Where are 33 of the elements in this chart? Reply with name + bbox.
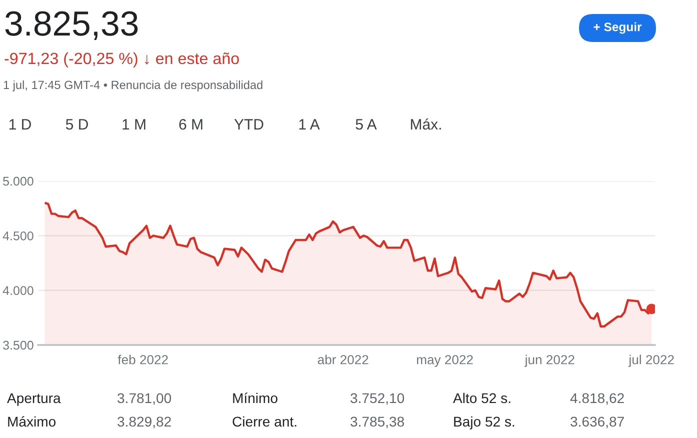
text: 3.752,10 — [350, 393, 404, 405]
text: Alto 52 s. — [453, 392, 510, 404]
x-tick-label: jun 2022 — [524, 354, 574, 367]
x-tick-label: feb 2022 — [118, 354, 168, 364]
text: Cierre ant. — [232, 416, 296, 427]
text: 3.829,82 — [118, 416, 171, 428]
y-tick-label: 3.500 — [3, 340, 34, 350]
y-tick-label: 5.000 — [3, 176, 34, 186]
text: 1 A — [299, 119, 320, 130]
y-tick-label: 4.000 — [2, 286, 34, 295]
text: Máximo — [8, 416, 56, 427]
text: + Seguir — [594, 22, 642, 34]
text: 5 D — [66, 119, 88, 130]
x-tick-label: abr 2022 — [318, 354, 368, 364]
text: Bajo 52 s. — [454, 416, 514, 430]
text: 1 jul, 17:45 GMT-4 • Renuncia de responsabilidad — [4, 80, 262, 92]
text: 5 A — [356, 119, 377, 130]
text: Máx. — [410, 118, 441, 130]
text: Mínimo — [233, 392, 278, 404]
text: 3.781,00 — [118, 393, 172, 405]
text: Apertura — [7, 393, 61, 406]
text: 6 M — [179, 119, 202, 130]
text: 1 D — [9, 119, 31, 130]
y-tick-label: 4.500 — [2, 231, 34, 240]
text: YTD — [234, 119, 264, 130]
text: 3.636,87 — [570, 416, 624, 428]
text: 3.785,38 — [350, 416, 404, 428]
chart-title: 3.825,33 — [5, 11, 138, 40]
x-tick-label: jul 2022 — [628, 354, 674, 367]
text: 1 M — [122, 119, 146, 130]
x-tick-label: may 2022 — [417, 355, 473, 367]
chart-subtitle: -971,23 (-20,25 %) ↓ en este año — [4, 52, 239, 68]
text: 4.818,62 — [570, 393, 624, 405]
